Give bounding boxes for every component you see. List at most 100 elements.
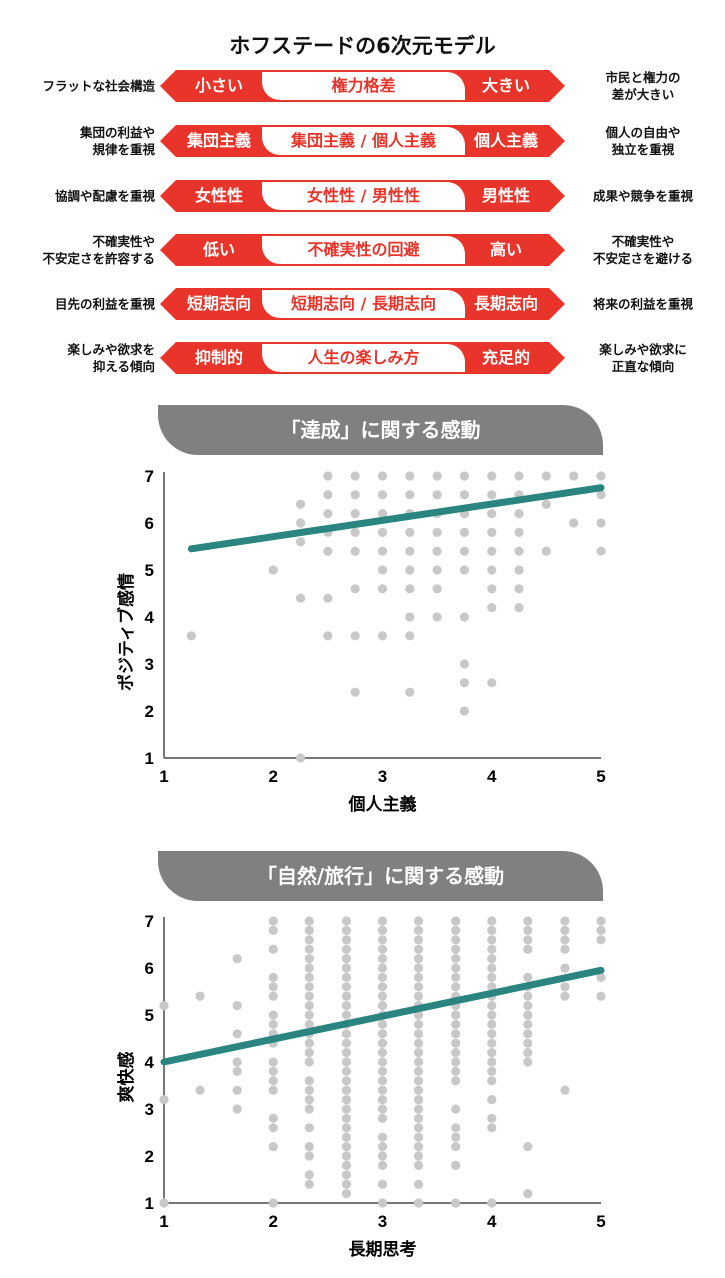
data-point <box>487 471 497 481</box>
data-point <box>405 565 415 575</box>
data-point <box>304 1123 314 1133</box>
dimension-band: 低い 不確実性の回避 高い <box>160 234 565 266</box>
data-point <box>232 1104 242 1114</box>
data-point <box>268 991 278 1001</box>
data-point <box>377 954 388 964</box>
y-axis-label: 爽快感 <box>116 1052 137 1103</box>
dimension-band: 女性性 女性性 / 男性性 男性性 <box>160 180 565 212</box>
data-point <box>323 490 333 500</box>
data-point <box>514 584 524 594</box>
dimension-name: 集団主義 / 個人主義 <box>262 127 465 155</box>
data-point <box>159 1198 169 1208</box>
data-point <box>487 1076 497 1086</box>
data-point <box>341 1085 352 1095</box>
data-point <box>232 1066 242 1076</box>
data-point <box>523 916 533 926</box>
high-label: 男性性 <box>481 186 530 205</box>
data-point <box>487 1048 497 1058</box>
y-tick-label: 1 <box>145 1194 154 1213</box>
data-point <box>377 1019 388 1029</box>
data-point <box>341 1113 352 1123</box>
data-point <box>487 509 497 519</box>
dimension-band: 短期志向 短期志向 / 長期志向 長期志向 <box>160 288 565 320</box>
left-description: 楽しみや欲求を 抑える傾向 <box>67 342 155 374</box>
data-point <box>451 954 461 964</box>
data-point <box>341 1132 352 1142</box>
data-point <box>487 584 497 594</box>
y-tick-label: 5 <box>145 1006 154 1025</box>
data-point <box>377 1038 388 1048</box>
data-point <box>304 963 314 973</box>
x-tick-label: 3 <box>378 1212 387 1231</box>
data-point <box>541 499 551 509</box>
data-point <box>487 490 497 500</box>
data-point <box>487 972 497 982</box>
data-point <box>413 982 424 992</box>
data-point <box>487 1010 497 1020</box>
data-point <box>451 935 461 945</box>
data-point <box>596 935 606 945</box>
data-point <box>541 546 551 556</box>
low-label: 女性性 <box>194 186 243 205</box>
data-point <box>451 1076 461 1086</box>
dimension-row: 楽しみや欲求を 抑える傾向 抑制的 人生の楽しみ方 充足的 楽しみや欲求に 正直な傾… <box>0 341 725 375</box>
dimension-band: 集団主義 集団主義 / 個人主義 個人主義 <box>160 125 565 157</box>
data-point <box>596 925 606 935</box>
data-point <box>432 490 442 500</box>
low-label: 抑制的 <box>194 348 243 367</box>
high-label: 長期志向 <box>473 294 538 313</box>
data-point <box>268 1142 278 1152</box>
data-point <box>451 1066 461 1076</box>
dimension-name: 不確実性の回避 <box>262 236 465 264</box>
data-point <box>304 1076 314 1086</box>
data-point <box>304 1151 314 1161</box>
data-point <box>514 603 524 613</box>
data-point <box>377 1057 388 1067</box>
data-point <box>413 972 424 982</box>
data-point <box>159 1095 169 1105</box>
data-point <box>304 925 314 935</box>
data-point <box>451 1038 461 1048</box>
data-point <box>377 631 388 641</box>
data-point <box>323 593 333 603</box>
y-tick-label: 2 <box>145 1147 154 1166</box>
data-point <box>350 687 360 697</box>
data-point <box>350 527 360 537</box>
data-point <box>341 1104 352 1114</box>
data-point <box>350 546 360 556</box>
data-point <box>341 935 352 945</box>
data-point <box>413 916 424 926</box>
data-point <box>195 991 205 1001</box>
data-point <box>487 678 497 688</box>
data-point <box>405 527 415 537</box>
data-point <box>413 935 424 945</box>
chart-2-header: 「自然/旅行」に関する感動 <box>158 851 603 901</box>
data-point <box>295 518 306 528</box>
data-point <box>487 603 497 613</box>
data-point <box>413 1142 424 1152</box>
right-description: 市民と権力の 差が大きい <box>605 70 681 102</box>
left-description: フラットな社会構造 <box>42 78 155 94</box>
data-point <box>341 972 352 982</box>
data-point <box>323 546 333 556</box>
data-point <box>377 1095 388 1105</box>
data-point <box>341 944 352 954</box>
data-point <box>569 518 579 528</box>
data-point <box>459 490 470 500</box>
data-point <box>377 509 388 519</box>
dimension-name: 権力格差 <box>262 72 465 100</box>
data-point <box>304 1057 314 1067</box>
data-point <box>451 1142 461 1152</box>
data-point <box>523 1048 533 1058</box>
data-point <box>304 1010 314 1020</box>
data-point <box>377 935 388 945</box>
data-point <box>487 1038 497 1048</box>
dimension-band: 小さい 権力格差 大きい <box>160 70 565 102</box>
data-point <box>523 972 533 982</box>
data-point <box>268 1010 278 1020</box>
data-point <box>451 963 461 973</box>
data-point <box>268 1198 278 1208</box>
data-point <box>451 1198 461 1208</box>
x-tick-label: 1 <box>159 767 168 786</box>
data-point <box>413 1019 424 1029</box>
